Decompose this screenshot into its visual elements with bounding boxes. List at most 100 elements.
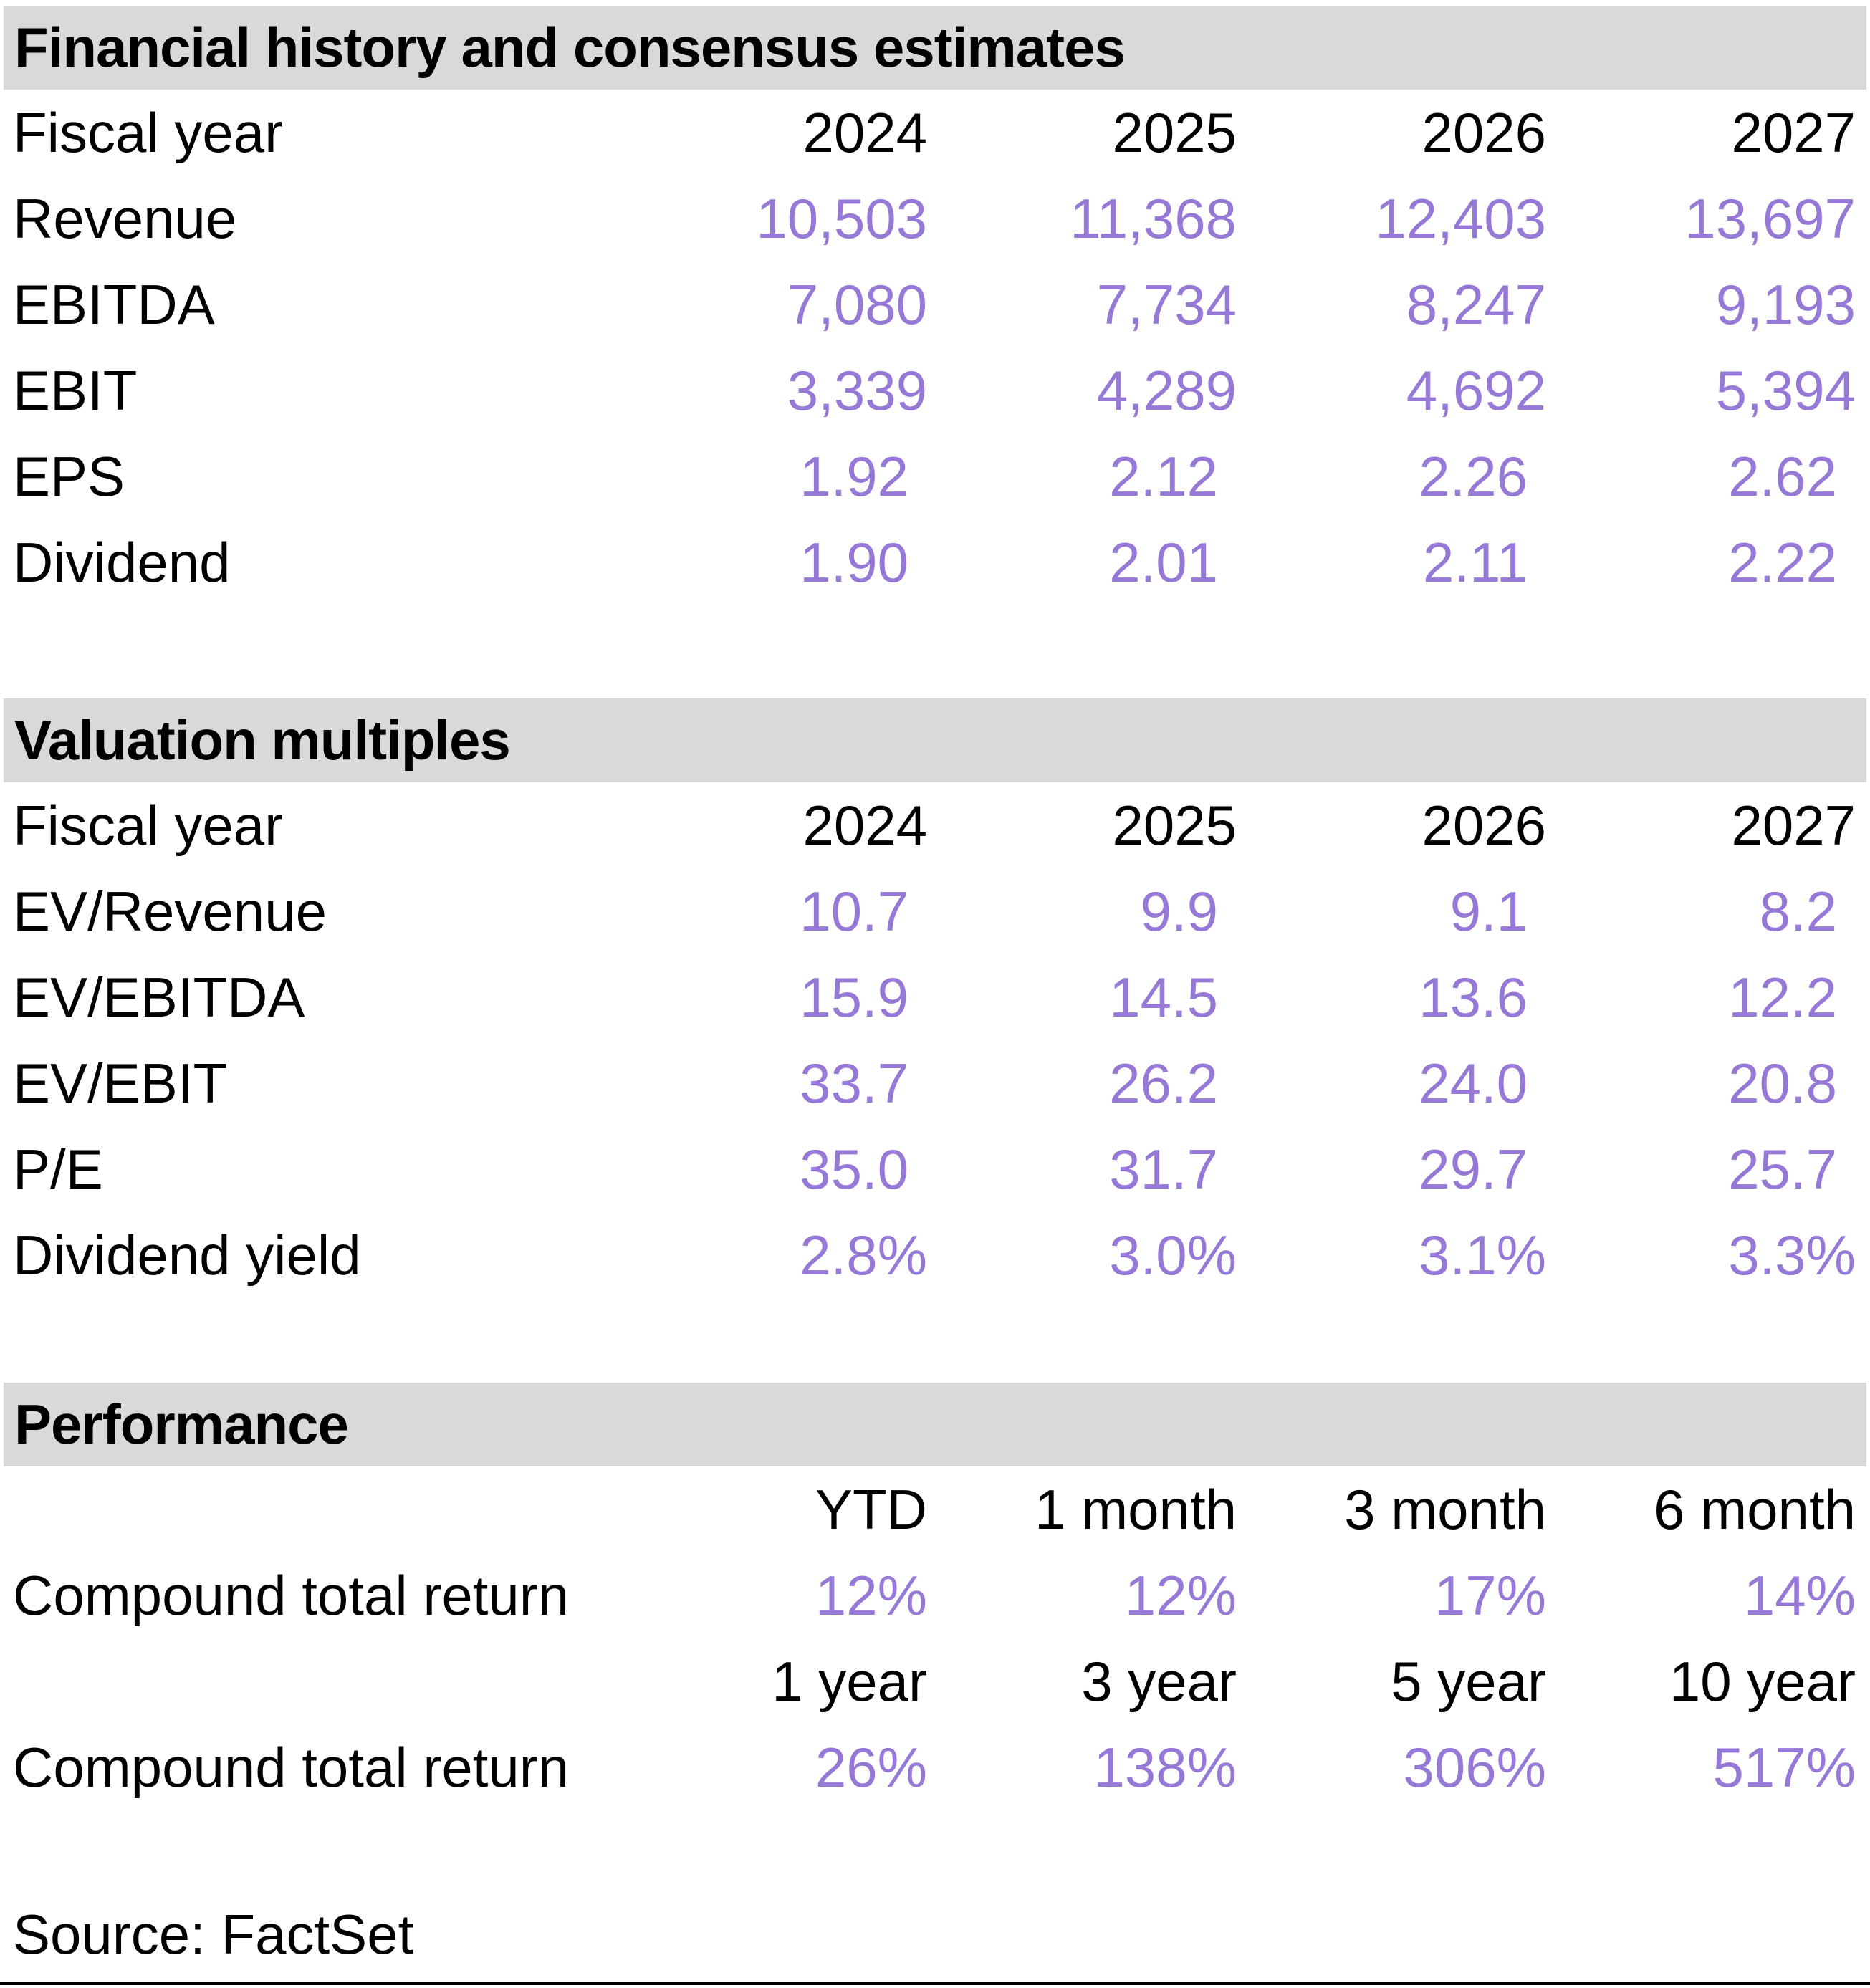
table-row: Dividend yield 2.8% 3.0% 3.1% 3.3% bbox=[0, 1212, 1856, 1298]
period-header: 3 month bbox=[1344, 1478, 1546, 1541]
year-header: 2024 bbox=[802, 794, 927, 857]
value-cell: 5,394 bbox=[1715, 359, 1856, 422]
year-header: 2027 bbox=[1731, 101, 1856, 164]
value-cell: 12.2 bbox=[1728, 966, 1837, 1029]
row-label: EBIT bbox=[13, 359, 138, 422]
value-cell: 4,289 bbox=[1096, 359, 1237, 422]
value-cell: 9.9 bbox=[1140, 880, 1218, 943]
value-cell: 517% bbox=[1712, 1736, 1856, 1799]
value-cell: 29.7 bbox=[1419, 1138, 1528, 1201]
value-cell: 2.11 bbox=[1422, 531, 1528, 594]
value-cell: 3,339 bbox=[787, 359, 927, 422]
value-cell: 2.22 bbox=[1728, 531, 1837, 594]
section-title: Performance bbox=[14, 1393, 349, 1456]
value-cell: 3.3% bbox=[1728, 1224, 1856, 1287]
value-cell: 14% bbox=[1743, 1564, 1856, 1627]
table-header-row: Fiscal year 2024 2025 2026 2027 bbox=[0, 782, 1856, 868]
value-cell: 306% bbox=[1403, 1736, 1547, 1799]
table-row: P/E 35.0 31.7 29.7 25.7 bbox=[0, 1126, 1856, 1212]
value-cell: 20.8 bbox=[1728, 1052, 1837, 1115]
value-cell: 15.9 bbox=[800, 966, 908, 1029]
bottom-rule bbox=[0, 1982, 1870, 1985]
source-note: Source: FactSet bbox=[0, 1903, 1870, 1966]
table-row: EV/EBIT 33.7 26.2 24.0 20.8 bbox=[0, 1040, 1856, 1126]
value-cell: 7,734 bbox=[1096, 273, 1237, 336]
row-label: Fiscal year bbox=[13, 101, 284, 164]
row-label: EV/Revenue bbox=[13, 880, 327, 943]
value-cell: 2.8% bbox=[800, 1224, 927, 1287]
row-label: Dividend bbox=[13, 531, 231, 594]
row-label: Compound total return bbox=[13, 1736, 570, 1799]
table-row: EV/Revenue 10.7 9.9 9.1 8.2 bbox=[0, 868, 1856, 954]
value-cell: 9,193 bbox=[1715, 273, 1856, 336]
value-cell: 1.90 bbox=[800, 531, 908, 594]
table-row: Revenue 10,503 11,368 12,403 13,697 bbox=[0, 176, 1856, 261]
value-cell: 138% bbox=[1093, 1736, 1237, 1799]
value-cell: 26% bbox=[815, 1736, 927, 1799]
value-cell: 26.2 bbox=[1109, 1052, 1218, 1115]
row-label: Fiscal year bbox=[13, 794, 284, 857]
table-header-row: Fiscal year 2024 2025 2026 2027 bbox=[0, 90, 1856, 176]
row-label: Compound total return bbox=[13, 1564, 570, 1627]
table-row: EBITDA 7,080 7,734 8,247 9,193 bbox=[0, 261, 1856, 347]
period-header: YTD bbox=[815, 1478, 927, 1541]
section-header-valuation-multiples: Valuation multiples bbox=[4, 698, 1866, 782]
row-label: EBITDA bbox=[13, 273, 215, 336]
table-row: EV/EBITDA 15.9 14.5 13.6 12.2 bbox=[0, 954, 1856, 1040]
value-cell: 13,697 bbox=[1684, 187, 1856, 250]
period-header: 10 year bbox=[1669, 1650, 1856, 1713]
table-row: Compound total return 12% 12% 17% 14% bbox=[0, 1552, 1856, 1638]
value-cell: 12% bbox=[815, 1564, 927, 1627]
row-label: Revenue bbox=[13, 187, 237, 250]
section-header-performance: Performance bbox=[4, 1383, 1866, 1466]
value-cell: 8,247 bbox=[1406, 273, 1546, 336]
year-header: 2026 bbox=[1421, 794, 1546, 857]
row-label: P/E bbox=[13, 1138, 103, 1201]
value-cell: 35.0 bbox=[800, 1138, 908, 1201]
year-header: 2024 bbox=[802, 101, 927, 164]
value-cell: 3.0% bbox=[1109, 1224, 1237, 1287]
value-cell: 24.0 bbox=[1419, 1052, 1528, 1115]
value-cell: 12% bbox=[1124, 1564, 1237, 1627]
value-cell: 10,503 bbox=[756, 187, 927, 250]
table-row: EBIT 3,339 4,289 4,692 5,394 bbox=[0, 347, 1856, 433]
value-cell: 14.5 bbox=[1109, 966, 1218, 1029]
row-label: EV/EBITDA bbox=[13, 966, 305, 1029]
value-cell: 7,080 bbox=[787, 273, 927, 336]
financial-history-table: Fiscal year 2024 2025 2026 2027 Revenue … bbox=[0, 90, 1870, 605]
value-cell: 1.92 bbox=[800, 445, 908, 508]
value-cell: 4,692 bbox=[1406, 359, 1546, 422]
value-cell: 8.2 bbox=[1759, 880, 1837, 943]
table-row: EPS 1.92 2.12 2.26 2.62 bbox=[0, 433, 1856, 519]
value-cell: 2.12 bbox=[1109, 445, 1218, 508]
section-title: Valuation multiples bbox=[14, 709, 511, 772]
value-cell: 17% bbox=[1434, 1564, 1546, 1627]
value-cell: 9.1 bbox=[1449, 880, 1528, 943]
value-cell: 11,368 bbox=[1070, 187, 1237, 250]
value-cell: 2.26 bbox=[1419, 445, 1528, 508]
value-cell: 12,403 bbox=[1375, 187, 1546, 250]
row-label: Dividend yield bbox=[13, 1224, 361, 1287]
performance-table: YTD 1 month 3 month 6 month Compound tot… bbox=[0, 1466, 1870, 1810]
section-header-financial-history: Financial history and consensus estimate… bbox=[4, 6, 1866, 90]
table-header-row: 1 year 3 year 5 year 10 year bbox=[0, 1638, 1856, 1724]
row-label: EV/EBIT bbox=[13, 1052, 228, 1115]
valuation-multiples-table: Fiscal year 2024 2025 2026 2027 EV/Reven… bbox=[0, 782, 1870, 1298]
period-header: 3 year bbox=[1081, 1650, 1237, 1713]
year-header: 2025 bbox=[1112, 101, 1237, 164]
value-cell: 2.01 bbox=[1109, 531, 1218, 594]
row-label: EPS bbox=[13, 445, 125, 508]
value-cell: 2.62 bbox=[1728, 445, 1837, 508]
year-header: 2026 bbox=[1421, 101, 1546, 164]
table-header-row: YTD 1 month 3 month 6 month bbox=[0, 1466, 1856, 1552]
period-header: 6 month bbox=[1654, 1478, 1856, 1541]
period-header: 1 month bbox=[1035, 1478, 1237, 1541]
value-cell: 25.7 bbox=[1728, 1138, 1837, 1201]
value-cell: 31.7 bbox=[1109, 1138, 1218, 1201]
year-header: 2025 bbox=[1112, 794, 1237, 857]
period-header: 1 year bbox=[772, 1650, 927, 1713]
year-header: 2027 bbox=[1731, 794, 1856, 857]
section-title: Financial history and consensus estimate… bbox=[14, 16, 1126, 79]
table-row: Dividend 1.90 2.01 2.11 2.22 bbox=[0, 519, 1856, 605]
